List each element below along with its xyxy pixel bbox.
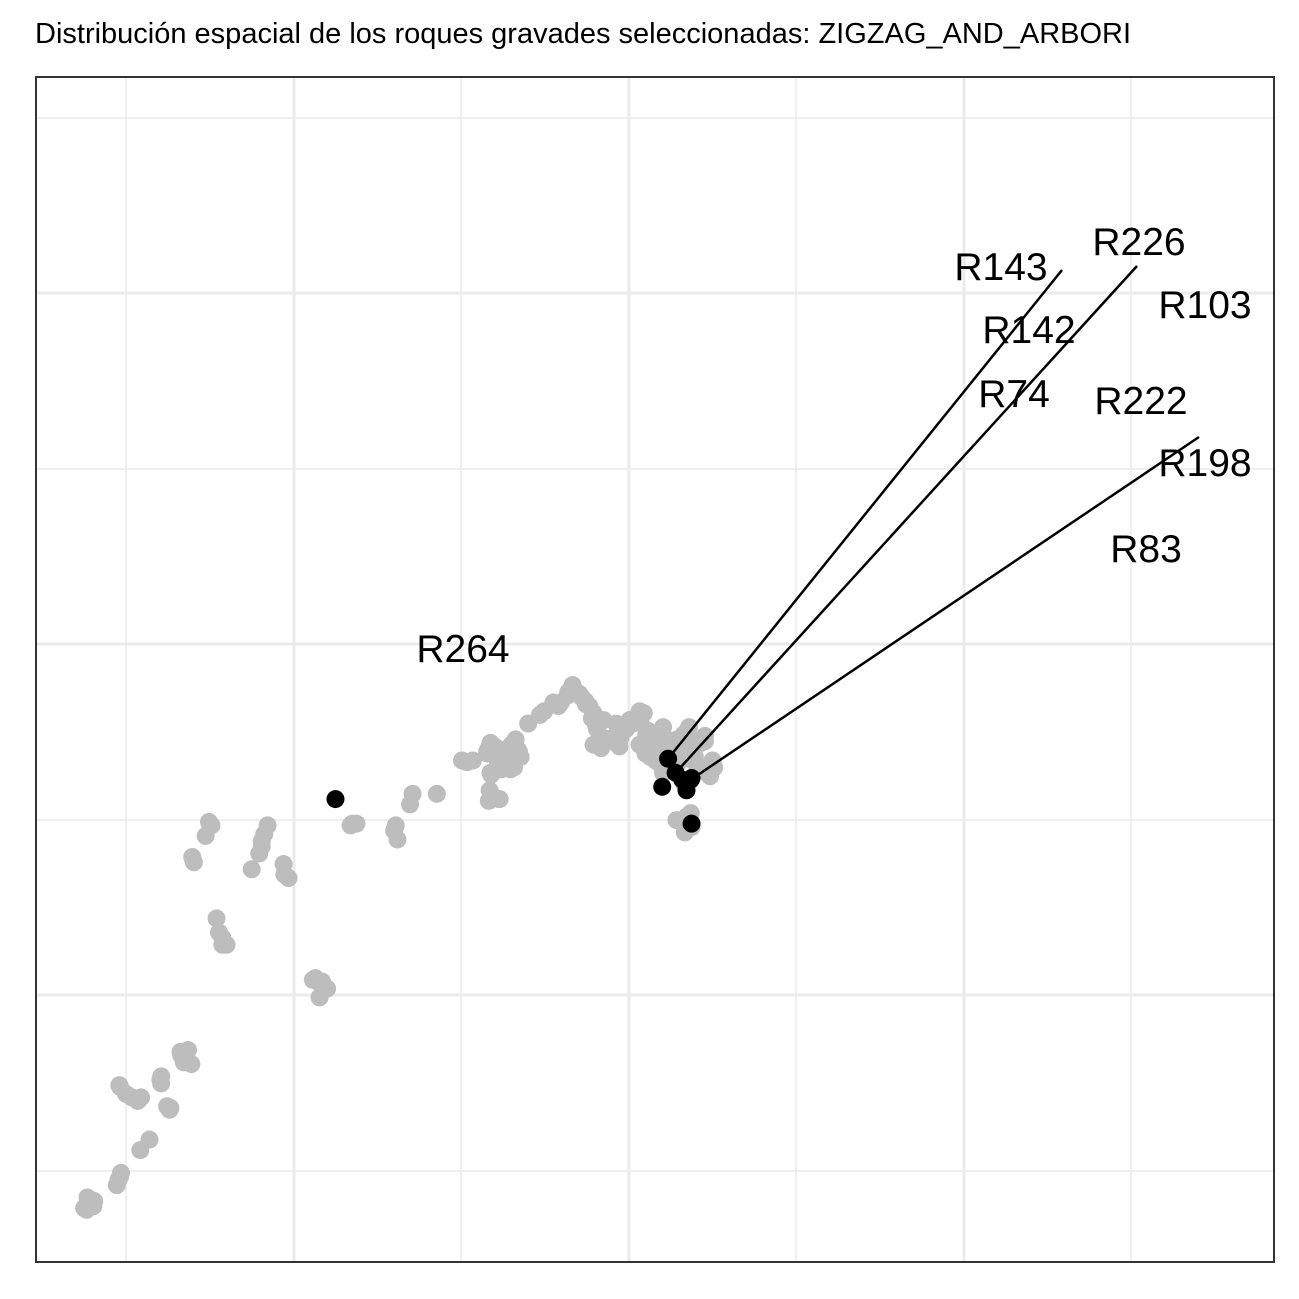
selected-points [326, 749, 701, 833]
background-point [152, 1067, 171, 1086]
point-label-r83: R83 [1110, 528, 1182, 571]
background-point [131, 1141, 150, 1160]
background-point [85, 1191, 104, 1210]
background-point [252, 832, 271, 851]
background-point [592, 739, 611, 758]
background-point [183, 848, 202, 866]
background-point [490, 790, 509, 809]
background-point [705, 758, 724, 777]
point-label-r143: R143 [954, 246, 1047, 289]
background-point [675, 742, 694, 761]
point-label-r74: R74 [978, 373, 1050, 416]
background-point [680, 718, 699, 737]
point-label-r222: R222 [1094, 380, 1187, 423]
background-point [107, 1176, 126, 1195]
point-label-r142: R142 [982, 309, 1075, 352]
background-point [501, 760, 520, 779]
background-point [207, 909, 226, 928]
leader-line-r198 [690, 435, 1200, 781]
background-point [427, 784, 446, 803]
background-point [132, 1088, 151, 1107]
point-label-r264: R264 [416, 628, 509, 671]
selected-point-r264 [326, 790, 345, 809]
background-point [196, 826, 215, 845]
background-point [279, 869, 298, 888]
point-label-r226: R226 [1092, 221, 1185, 264]
selected-point-r74 [653, 777, 672, 796]
background-point [463, 751, 482, 770]
background-point [182, 1055, 201, 1074]
selected-point-r83 [682, 814, 701, 833]
background-point [347, 814, 366, 833]
plot-frame [35, 76, 1275, 1263]
background-point [310, 988, 329, 1007]
background-point [158, 1097, 177, 1116]
label-leader-lines [667, 265, 1200, 781]
chart-title: Distribución espacial de los roques grav… [35, 18, 1132, 50]
grid-lines [36, 77, 1274, 1262]
point-labels: R264 R143 R226 R103 R142 R74 R222 R198 R83 [416, 221, 1251, 671]
leader-line-r143 [667, 269, 1063, 760]
point-label-r198: R198 [1158, 442, 1251, 485]
background-point [386, 816, 405, 835]
selected-point-r198 [681, 770, 700, 789]
background-points [75, 676, 724, 1219]
background-point [210, 923, 229, 942]
point-label-r103: R103 [1158, 284, 1251, 327]
selected-point-r143 [659, 749, 678, 768]
background-point [482, 765, 501, 784]
background-point [242, 860, 261, 879]
background-point [403, 784, 422, 803]
leader-line-r226 [674, 265, 1138, 774]
